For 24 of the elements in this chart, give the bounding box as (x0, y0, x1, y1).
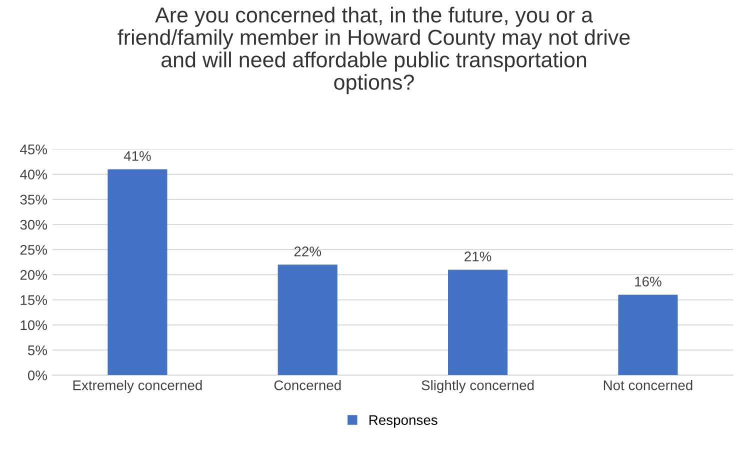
bar (448, 270, 508, 376)
y-tick-label: 45% (20, 144, 48, 154)
data-label: 16% (635, 276, 662, 287)
legend-label: Responses (370, 415, 438, 428)
y-tick-label: 20% (20, 270, 48, 280)
x-tick-label: Not concerned (604, 380, 692, 390)
x-tick-label: Slightly concerned (422, 380, 534, 393)
bar (618, 294, 678, 376)
data-label: 22% (294, 246, 322, 256)
bar (278, 264, 338, 376)
x-tick-label: Concerned (274, 380, 341, 390)
y-tick-label: 5% (28, 345, 48, 356)
y-tick-label: 40% (20, 170, 48, 180)
y-tick-label: 35% (20, 194, 48, 205)
y-tick-label: 10% (20, 320, 48, 330)
y-tick-label: 25% (20, 244, 48, 255)
y-tick-label: 15% (20, 295, 48, 305)
data-label: 21% (464, 252, 492, 262)
x-tick-label: Extremely concerned (73, 380, 202, 393)
y-tick-label: 0% (28, 370, 48, 380)
bar (108, 169, 168, 376)
data-label: 41% (124, 151, 151, 161)
y-tick-label: 30% (20, 220, 48, 230)
chart-title: Are you concerned that, in the future, you or a friend/family member in Howard County may not drive and will need affordable public transportation options? (118, 6, 630, 94)
